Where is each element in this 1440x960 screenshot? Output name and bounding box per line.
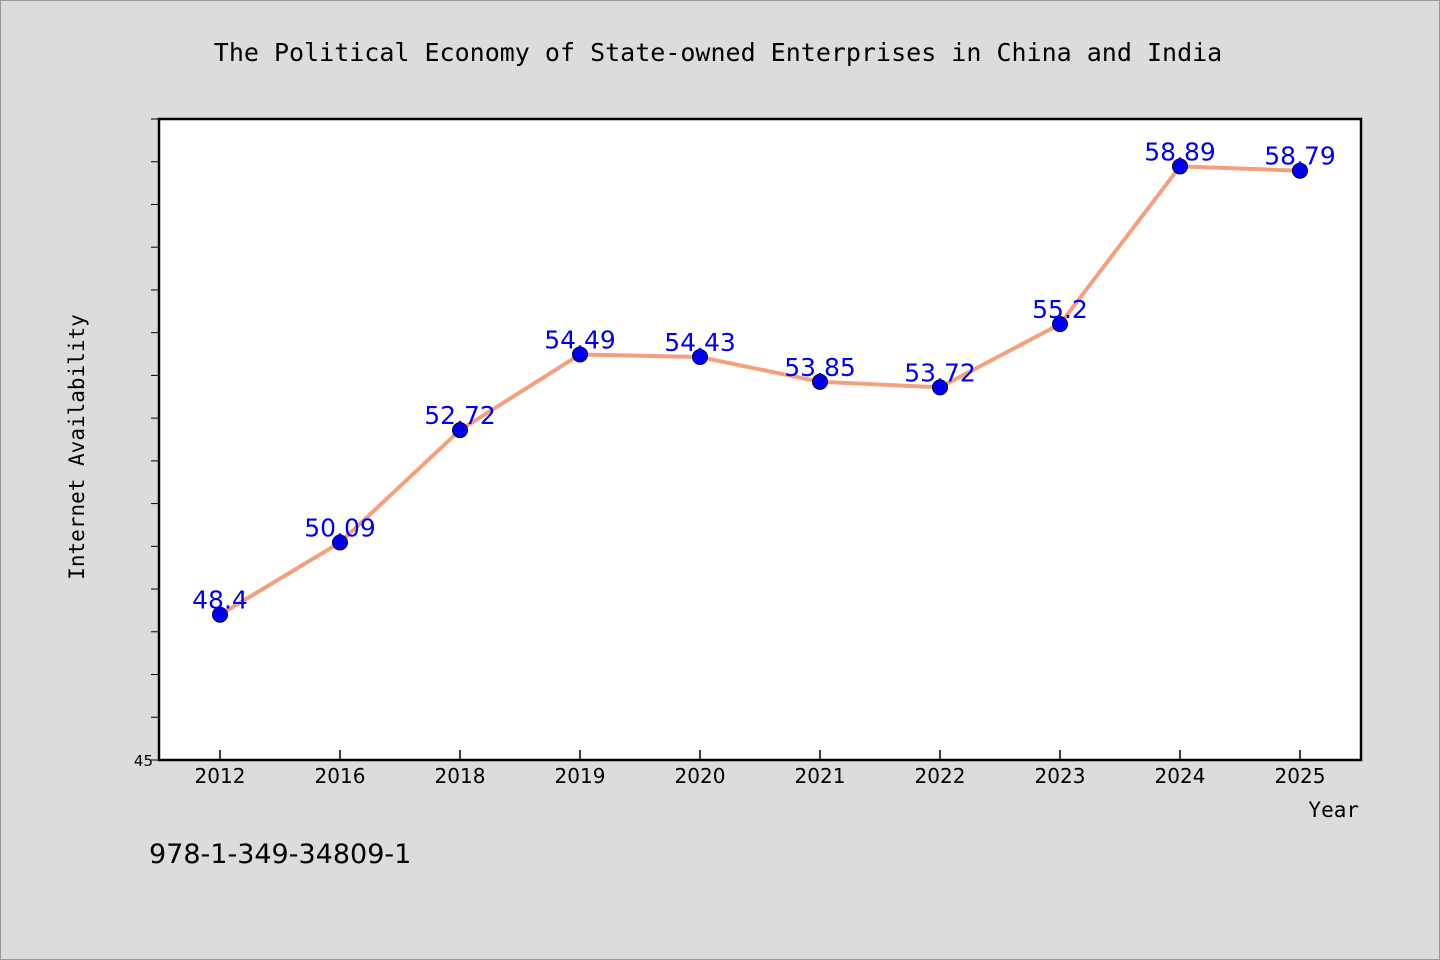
data-point-marker [1052,316,1068,333]
x-axis-ticks: 2012 2016 2018 2019 2020 2021 2022 2023 2024 2025 [195,750,1326,788]
y-axis-ticks: 45 [134,118,159,770]
data-label: 58.89 [1144,137,1216,166]
data-label: 55.2 [1032,295,1088,324]
data-point-marker [932,379,948,396]
data-label: 58.79 [1264,142,1336,171]
chart-title: The Political Economy of State-owned Ent… [214,38,1222,67]
x-tick-label: 2012 [195,764,246,788]
data-point-marker [452,422,468,439]
x-tick-label: 2016 [315,764,366,788]
data-point-marker [212,606,228,623]
data-label: 48.4 [192,586,248,615]
x-tick-label: 2019 [555,764,606,788]
x-tick-label: 2018 [435,764,486,788]
x-tick-label: 2024 [1155,764,1206,788]
data-label: 52.72 [424,401,496,430]
data-label: 53.72 [904,358,976,387]
data-point-marker [1172,158,1188,175]
data-label: 54.43 [664,328,736,357]
data-point-marker [332,534,348,551]
x-tick-label: 2023 [1035,764,1086,788]
data-point-marker [812,373,828,390]
data-point-marker [572,346,588,363]
series-line [218,164,1302,617]
data-label: 53.85 [784,353,856,382]
x-tick-label: 2020 [675,764,726,788]
data-point-marker [692,349,708,366]
x-tick-label: 2025 [1275,764,1326,788]
y-tick-label: 45 [134,752,153,770]
data-point-marker [1292,162,1308,179]
y-axis-label: Internet Availability [65,314,89,580]
plot-area [157,117,1363,762]
isbn-footer: 978-1-349-34809-1 [149,839,411,870]
x-tick-label: 2022 [915,764,966,788]
x-tick-label: 2021 [795,764,846,788]
x-axis-label: Year [1308,798,1359,822]
data-series: 48.4 50.09 52.72 54.49 54.43 53.85 53.72 55.2 58… [192,137,1336,623]
data-label: 50.09 [304,513,376,542]
data-label: 54.49 [544,325,616,354]
